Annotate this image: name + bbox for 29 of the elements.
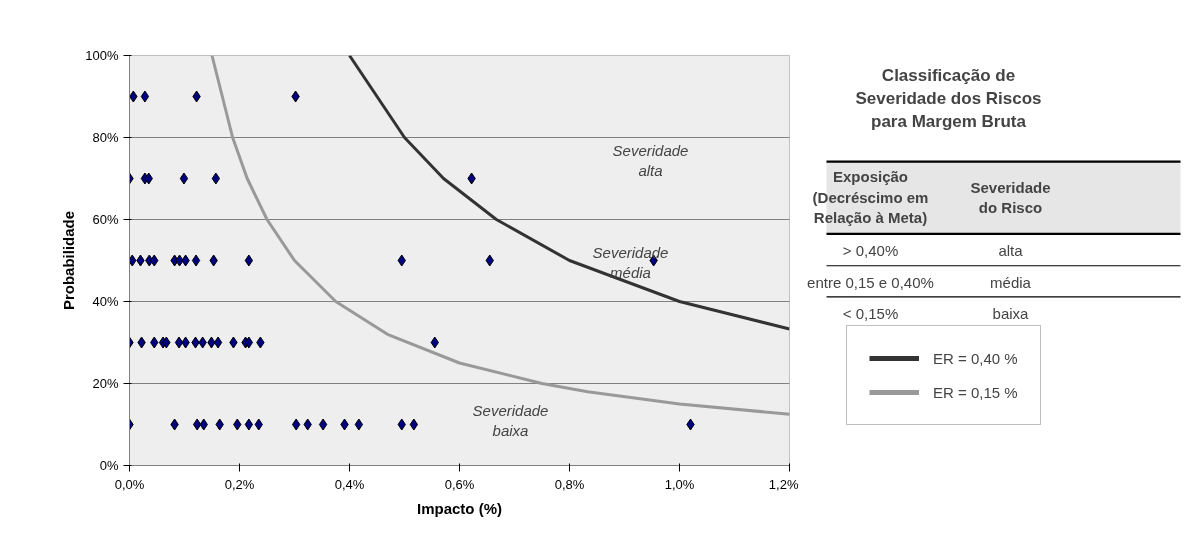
y-tick-label: 40%	[92, 294, 119, 309]
x-tick-label: 0,6%	[444, 476, 475, 492]
x-tick-label: 0,2%	[224, 476, 255, 492]
y-tick-label: 60%	[92, 212, 119, 227]
text: baixa	[992, 304, 1030, 322]
y-tick-label: 100%	[85, 48, 119, 63]
x-tick-label: 1,2%	[768, 476, 799, 492]
text: Classificação de Severidade dos Riscos para Margem Bruta	[855, 66, 1042, 131]
annotation: Severidade baixa	[472, 401, 549, 440]
text: alta	[998, 242, 1024, 260]
y-tick-label: 20%	[92, 376, 119, 391]
text: Exposição (Decréscimo em Relação à Meta)	[812, 168, 929, 227]
annotation: Severidade alta	[612, 141, 689, 180]
legend-label: ER = 0,15 %	[933, 383, 1018, 401]
text: entre 0,15 e 0,40%	[807, 273, 934, 291]
text: < 0,15%	[842, 304, 899, 322]
legend-label: ER = 0,40 %	[933, 349, 1018, 367]
x-tick-label: 0,0%	[114, 476, 145, 492]
text: Severidade do Risco	[970, 178, 1051, 217]
annotation: Severidade média	[592, 243, 669, 282]
x-tick-label: 0,4%	[334, 476, 365, 492]
y-tick-label: 0%	[99, 458, 119, 473]
x-tick-label: 0,8%	[554, 476, 585, 492]
text: média	[990, 273, 1032, 291]
text: > 0,40%	[842, 242, 899, 260]
y-tick-label: 80%	[92, 130, 119, 145]
x-axis-title: Impacto (%)	[417, 499, 503, 517]
y-axis-title: Probabilidade	[60, 210, 78, 311]
x-tick-label: 1,0%	[664, 476, 695, 492]
